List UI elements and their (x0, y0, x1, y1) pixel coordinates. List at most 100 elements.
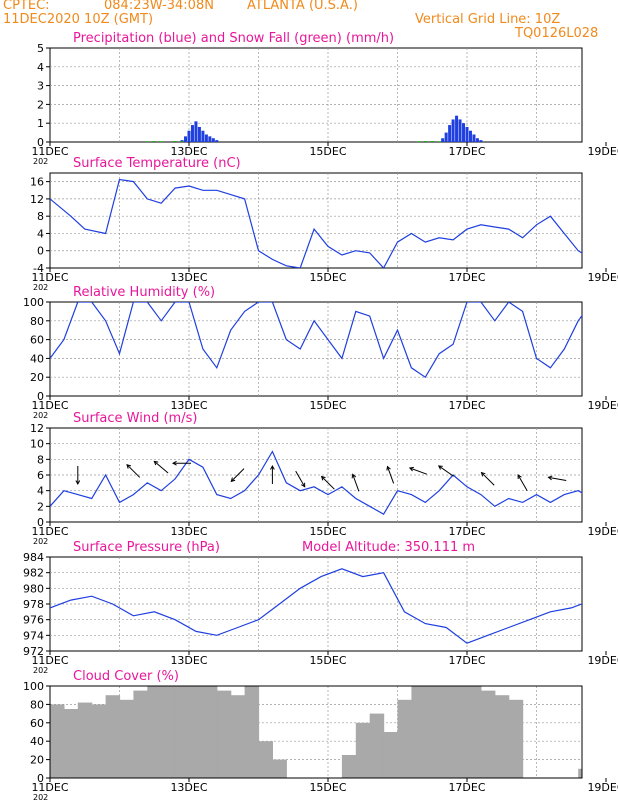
precip-ytick-label: 0 (37, 136, 44, 149)
wind-arrow-shaft (126, 464, 141, 478)
precip-ytick-label: 5 (37, 42, 44, 55)
wind-arrow-shaft (517, 474, 528, 491)
precip-bar (455, 115, 459, 142)
precip-bar (479, 140, 483, 142)
temp-ytick-label: 0 (37, 245, 44, 258)
rh-ytick-label: 20 (30, 371, 44, 384)
temp-title: Surface Temperature (nC) (73, 156, 241, 171)
cloud-bar (258, 741, 273, 778)
temp-ytick-label: 12 (30, 193, 44, 206)
temp-ytick-label: 8 (37, 210, 44, 223)
temp-xtick-overflow: 202 (33, 283, 48, 292)
precip-bar (201, 130, 205, 142)
precip-bar (423, 141, 427, 142)
wind-arrow-head (172, 460, 177, 466)
precip-xtick-label: 11DEC (31, 145, 68, 158)
precip-bar (159, 141, 163, 142)
cloud-bar (355, 722, 371, 778)
cloud-bar (369, 713, 385, 778)
wind-xtick-label: 15DEC (309, 525, 346, 538)
cloud-bar (453, 686, 468, 778)
precip-bar (444, 132, 448, 142)
pressure-annotation: Model Altitude: 350.111 m (302, 540, 475, 555)
cloud-bar (425, 686, 440, 778)
wind-ytick-label: 10 (30, 438, 44, 451)
precip-bar (462, 123, 466, 142)
wind-arrow-head (230, 477, 236, 483)
header-coords: 084:23W-34:08N (104, 0, 214, 13)
wind-arrow-head (320, 475, 326, 481)
wind-arrow-head (75, 480, 81, 486)
cloud-bar (216, 690, 232, 778)
temp-xtick-label: 11DEC (31, 271, 68, 284)
temp-xtick-label: 17DEC (448, 271, 485, 284)
precip-bar (208, 136, 212, 142)
rh-ytick-label: 60 (30, 334, 44, 347)
wind-arrow-head (437, 465, 443, 470)
wind-xtick-label: 19DEC (587, 525, 618, 538)
pressure-xtick-label: 19DEC (587, 654, 618, 667)
cloud-bar (480, 690, 496, 778)
cloud-ytick-label: 40 (30, 735, 44, 748)
wind-arrow-head (153, 460, 159, 466)
temp-ytick-label: 4 (37, 227, 44, 240)
cloud-ytick-label: 20 (30, 754, 44, 767)
precip-xtick-label: 17DEC (448, 145, 485, 158)
precip-bar (448, 125, 452, 142)
precip-ytick-label: 3 (37, 80, 44, 93)
precip-xtick-label: 19DEC (587, 145, 618, 158)
wind-ytick-label: 12 (30, 422, 44, 435)
cloud-bar (341, 755, 357, 778)
rh-title: Relative Humidity (%) (73, 285, 215, 300)
cloud-bar (50, 704, 65, 778)
cloud-bar (244, 686, 260, 778)
header-run-time: 11DEC2020 10Z (GMT) (3, 12, 154, 27)
pressure-title: Surface Pressure (hPa) (73, 540, 220, 555)
precip-bar (152, 141, 156, 142)
temp-ytick-label: -4 (33, 262, 44, 275)
wind-arrow-shaft (548, 476, 567, 481)
precip-ytick-label: 4 (37, 61, 44, 74)
pressure-xtick-overflow: 202 (33, 666, 48, 675)
precip-bar (441, 138, 445, 142)
cloud-bar (189, 686, 204, 778)
temp-ytick-label: 16 (30, 176, 44, 189)
rh-xtick-overflow: 202 (33, 411, 48, 420)
wind-ytick-label: 4 (37, 485, 44, 498)
wind-arrow-head (408, 466, 414, 472)
rh-ytick-label: 40 (30, 352, 44, 365)
precip-bar (430, 141, 434, 142)
precip-bar (190, 125, 194, 142)
wind-xtick-label: 11DEC (31, 525, 68, 538)
wind-arrow-head (351, 473, 357, 479)
precip-ytick-label: 1 (37, 117, 44, 130)
cloud-bar (202, 686, 218, 778)
wind-arrow-shaft (153, 460, 169, 474)
wind-arrow-head (270, 464, 275, 470)
precip-bar (458, 119, 462, 142)
wind-arrow-head (480, 471, 486, 477)
header-grid-note: Vertical Grid Line: 10Z (415, 12, 561, 27)
cloud-title: Cloud Cover (%) (73, 669, 179, 684)
cloud-xtick-label: 11DEC (31, 781, 68, 794)
precip-bar (197, 126, 201, 142)
cloud-frame-top (49, 685, 583, 779)
cloud-xtick-label: 17DEC (448, 781, 485, 794)
precip-bar (194, 121, 198, 142)
header-source: CPTEC: (3, 0, 50, 13)
wind-ytick-label: 2 (37, 500, 44, 513)
cloud-xtick-label: 15DEC (309, 781, 346, 794)
cloud-bar (494, 695, 510, 778)
precip-bar (451, 119, 455, 142)
rh-ytick-label: 0 (37, 390, 44, 403)
rh-series-line (50, 302, 582, 379)
rh-xtick-label: 15DEC (309, 399, 346, 412)
rh-frame (49, 301, 583, 397)
temp-frame (49, 172, 583, 269)
wind-ytick-label: 0 (37, 516, 44, 529)
cloud-bar (439, 686, 454, 778)
precip-bar (215, 140, 219, 142)
rh-xtick-label: 17DEC (448, 399, 485, 412)
pressure-ytick-label: 976 (23, 614, 44, 627)
